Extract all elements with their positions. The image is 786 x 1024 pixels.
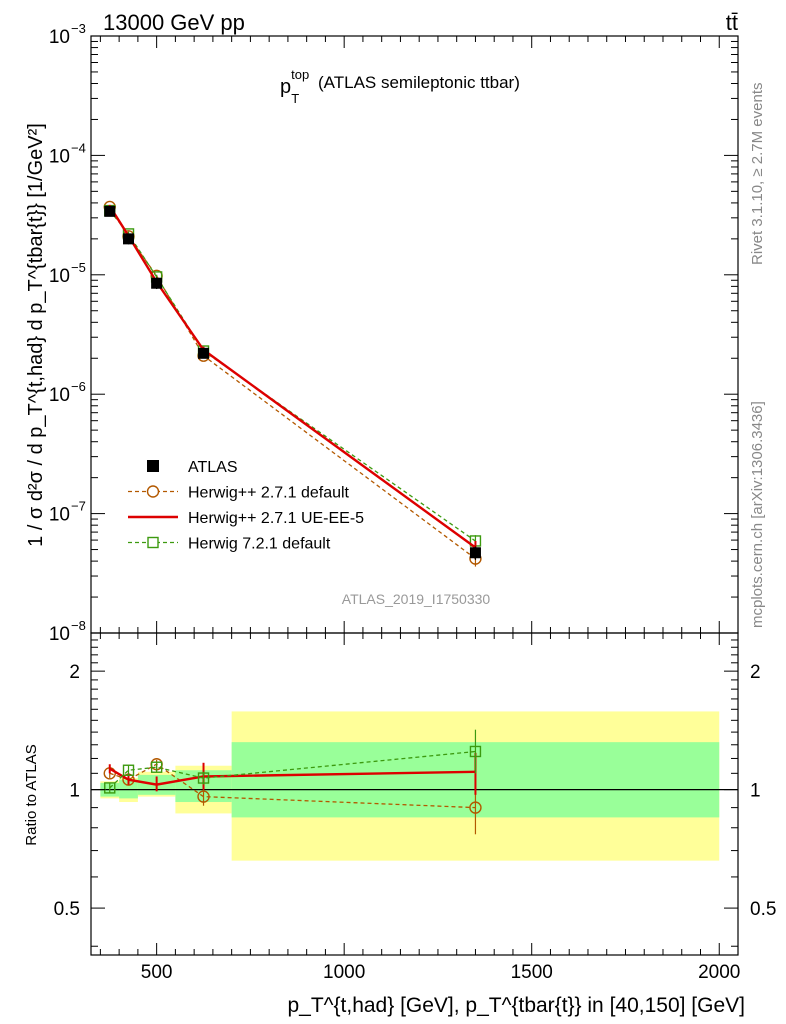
main-y-tick-label: 10: [49, 146, 70, 167]
plot-title: (ATLAS semileptonic ttbar): [318, 73, 520, 92]
ratio-y-tick-label: 0.5: [54, 899, 80, 920]
ratio-herwig-2-7-1-default-point: [197, 790, 210, 803]
svg-text:1 / σ d²σ / d p_T^{t,had} d p_: 1 / σ d²σ / d p_T^{t,had} d p_T^{tbar{t}…: [25, 123, 47, 547]
ratio-herwig-7-2-1-default-point: [104, 782, 116, 794]
ratio-herwig-7-2-1-default-line: [109, 750, 476, 789]
legend-item: Herwig 7.2.1 default: [128, 536, 331, 553]
ratio-herwig-7-2-1-default-point: [122, 764, 135, 776]
main-atlas-point: [104, 205, 116, 217]
x-tick-label: 2000: [698, 962, 740, 983]
main-atlas-point: [123, 233, 135, 245]
legend-marker-data: [147, 460, 159, 472]
ratio-y-tick-label-right: 2: [750, 662, 761, 683]
ratio-herwig-7-2-1-default-series: [104, 729, 482, 794]
legend-marker-square: [147, 536, 159, 549]
legend: ATLAS Herwig++ 2.7.1 default Herwig++ 2.7.…: [128, 459, 364, 553]
mcplots-label: mcplots.cern.ch [arXiv:1306.3436]: [749, 401, 766, 628]
legend-item: Herwig++ 2.7.1 default: [128, 485, 350, 502]
main-y-tick-label: 10: [49, 27, 70, 48]
rivet-version-label: Rivet 3.1.10, ≥ 2.7M events: [749, 83, 766, 266]
plot-title-symbol: ptop T: [280, 67, 309, 106]
ratio-y-axis-label: Ratio to ATLAS: [23, 744, 40, 845]
process-label: tt̄: [726, 10, 738, 35]
ratio-y-tick-label-right: 0.5: [750, 899, 776, 920]
analysis-watermark: ATLAS_2019_I1750330: [342, 591, 491, 607]
energy-label: 13000 GeV pp: [103, 10, 245, 35]
ratio-herwig-2-7-1-default-point: [469, 801, 482, 814]
x-tick-label: 1500: [511, 962, 553, 983]
main-herwig-2-7-1-ue-ee-5-series: [108, 204, 477, 554]
main-y-tick-label: 10: [49, 266, 70, 287]
legend-label: Herwig++ 2.7.1 default: [188, 485, 350, 502]
ratio-y-tick-label: 1: [69, 781, 80, 802]
ratio-y-tick-label: 2: [69, 662, 80, 683]
legend-marker-circle: [146, 485, 160, 498]
main-y-tick-exponent: −5: [71, 260, 86, 275]
ratio-herwig-7-2-1-default-point: [197, 772, 210, 784]
main-plot-curves: [103, 200, 482, 567]
main-herwig-2-7-1-default-line: [109, 206, 476, 560]
legend-label: Herwig 7.2.1 default: [188, 536, 331, 553]
main-atlas-point: [151, 277, 163, 289]
x-axis-label: p_T^{t,had} [GeV], p_T^{tbar{t}} in [40,…: [287, 994, 745, 1017]
main-y-axis-label: 1 / σ d²σ / d p_T^{t,had} d p_T^{tbar{t}…: [25, 123, 47, 547]
x-tick-label: 500: [141, 962, 173, 983]
main-y-tick-label: 10: [49, 385, 70, 406]
ratio-uncertainty-bands: [91, 711, 738, 861]
ratio-plot-curves: [103, 729, 482, 835]
legend-item: Herwig++ 2.7.1 UE-EE-5: [128, 510, 364, 527]
svg-text:Ratio to ATLAS: Ratio to ATLAS: [23, 744, 40, 845]
legend-label: ATLAS: [188, 459, 238, 476]
ratio-herwig-7-2-1-default-point: [150, 761, 163, 773]
x-tick-label: 1000: [323, 962, 365, 983]
main-atlas-point: [198, 347, 210, 359]
main-y-tick-exponent: −4: [71, 140, 86, 155]
main-y-tick-label: 10: [49, 505, 70, 526]
main-y-tick-exponent: −6: [71, 379, 86, 394]
main-y-tick-label: 10: [49, 624, 70, 645]
ratio-plot-frame: [90, 632, 739, 956]
ratio-herwig-7-2-1-default-point: [469, 745, 482, 758]
main-y-tick-exponent: −8: [71, 618, 86, 633]
ratio-y-tick-label-right: 1: [750, 781, 761, 802]
svg-text:Rivet 3.1.10, ≥ 2.7M events: Rivet 3.1.10, ≥ 2.7M events: [749, 83, 766, 266]
main-y-tick-exponent: −3: [71, 21, 86, 36]
svg-text:mcplots.cern.ch [arXiv:1306.34: mcplots.cern.ch [arXiv:1306.3436]: [749, 401, 766, 628]
main-y-tick-exponent: −7: [71, 499, 86, 514]
main-atlas-point: [469, 547, 481, 559]
legend-item: ATLAS: [147, 459, 238, 476]
legend-label: Herwig++ 2.7.1 UE-EE-5: [188, 510, 364, 527]
main-atlas-series: [104, 205, 481, 560]
